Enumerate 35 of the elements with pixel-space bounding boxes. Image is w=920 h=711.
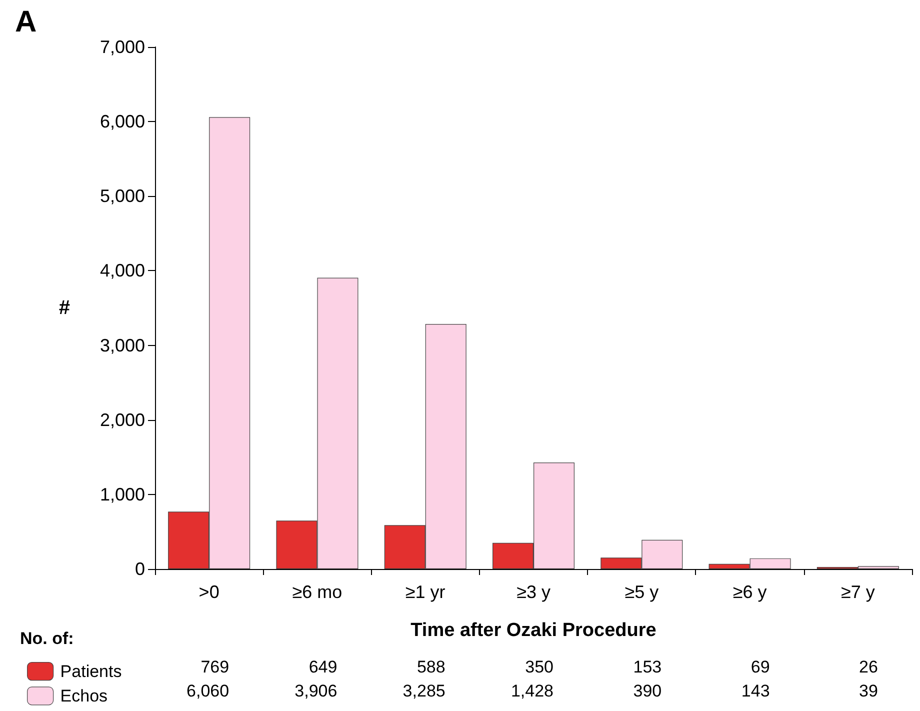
y-tick-label: 5,000 xyxy=(100,186,145,206)
y-tick-label: 7,000 xyxy=(100,37,145,57)
data-label: 649 xyxy=(308,658,338,676)
x-tick-label: ≥6 mo xyxy=(292,582,342,602)
data-label: 26 xyxy=(859,658,878,676)
y-tick-label: 4,000 xyxy=(100,260,145,281)
chart-title: A xyxy=(15,6,37,38)
data-label: 143 xyxy=(741,682,770,700)
y-tick-label: 6,000 xyxy=(100,112,145,132)
data-label: 769 xyxy=(200,658,230,676)
data-label: 39 xyxy=(859,682,878,700)
x-tick-label: ≥3 y xyxy=(516,582,550,602)
data-label: 390 xyxy=(633,682,662,700)
legend-label: Echos xyxy=(60,686,108,706)
x-axis-title: Time after Ozaki Procedure xyxy=(410,620,656,641)
x-tick-label: ≥7 y xyxy=(840,582,875,602)
data-label: 6,060 xyxy=(186,682,230,700)
data-label: 588 xyxy=(416,658,446,676)
y-axis-title: # xyxy=(58,297,70,319)
x-tick-label: ≥6 y xyxy=(732,582,767,602)
data-label: 69 xyxy=(750,658,770,676)
x-tick-label: ≥5 y xyxy=(624,582,659,602)
data-label: 3,906 xyxy=(294,682,338,700)
legend-title: No. of: xyxy=(20,629,74,648)
data-label: 350 xyxy=(525,658,554,676)
y-tick-label: 0 xyxy=(134,559,145,579)
data-label: 1,428 xyxy=(510,682,554,700)
data-label: 3,285 xyxy=(402,682,446,700)
y-tick-label: 3,000 xyxy=(100,335,145,356)
data-label: 153 xyxy=(633,658,662,676)
x-tick-label: ≥1 yr xyxy=(405,582,446,602)
y-tick-label: 1,000 xyxy=(100,484,145,504)
x-tick-label: >0 xyxy=(198,582,220,602)
y-tick-label: 2,000 xyxy=(100,410,145,430)
legend-label: Patients xyxy=(60,662,122,681)
